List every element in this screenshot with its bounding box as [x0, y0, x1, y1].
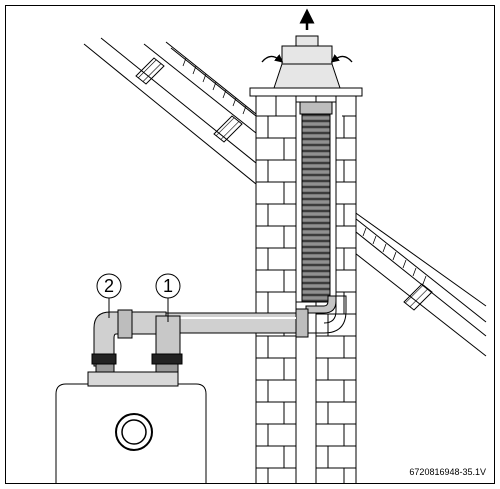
callout-2-label: 2 [104, 276, 114, 296]
diagram-frame: 2 1 6720816948-35.1V [5, 5, 495, 484]
figure-reference-code: 6720816948-35.1V [409, 467, 486, 477]
callout-1: 1 [155, 273, 181, 322]
callout-2: 2 [96, 273, 122, 318]
roof-right [345, 205, 487, 357]
horizontal-flue-pipe [160, 295, 347, 338]
vertical-pipe-1 [151, 315, 183, 375]
boiler [55, 371, 207, 483]
chimney-cap [249, 8, 363, 97]
flexible-liner [295, 101, 337, 303]
flue-installation-diagram: 2 1 [55, 8, 487, 483]
roof-left [83, 37, 257, 185]
callout-1-label: 1 [163, 276, 173, 296]
elbow-pipe-2 [91, 309, 167, 375]
